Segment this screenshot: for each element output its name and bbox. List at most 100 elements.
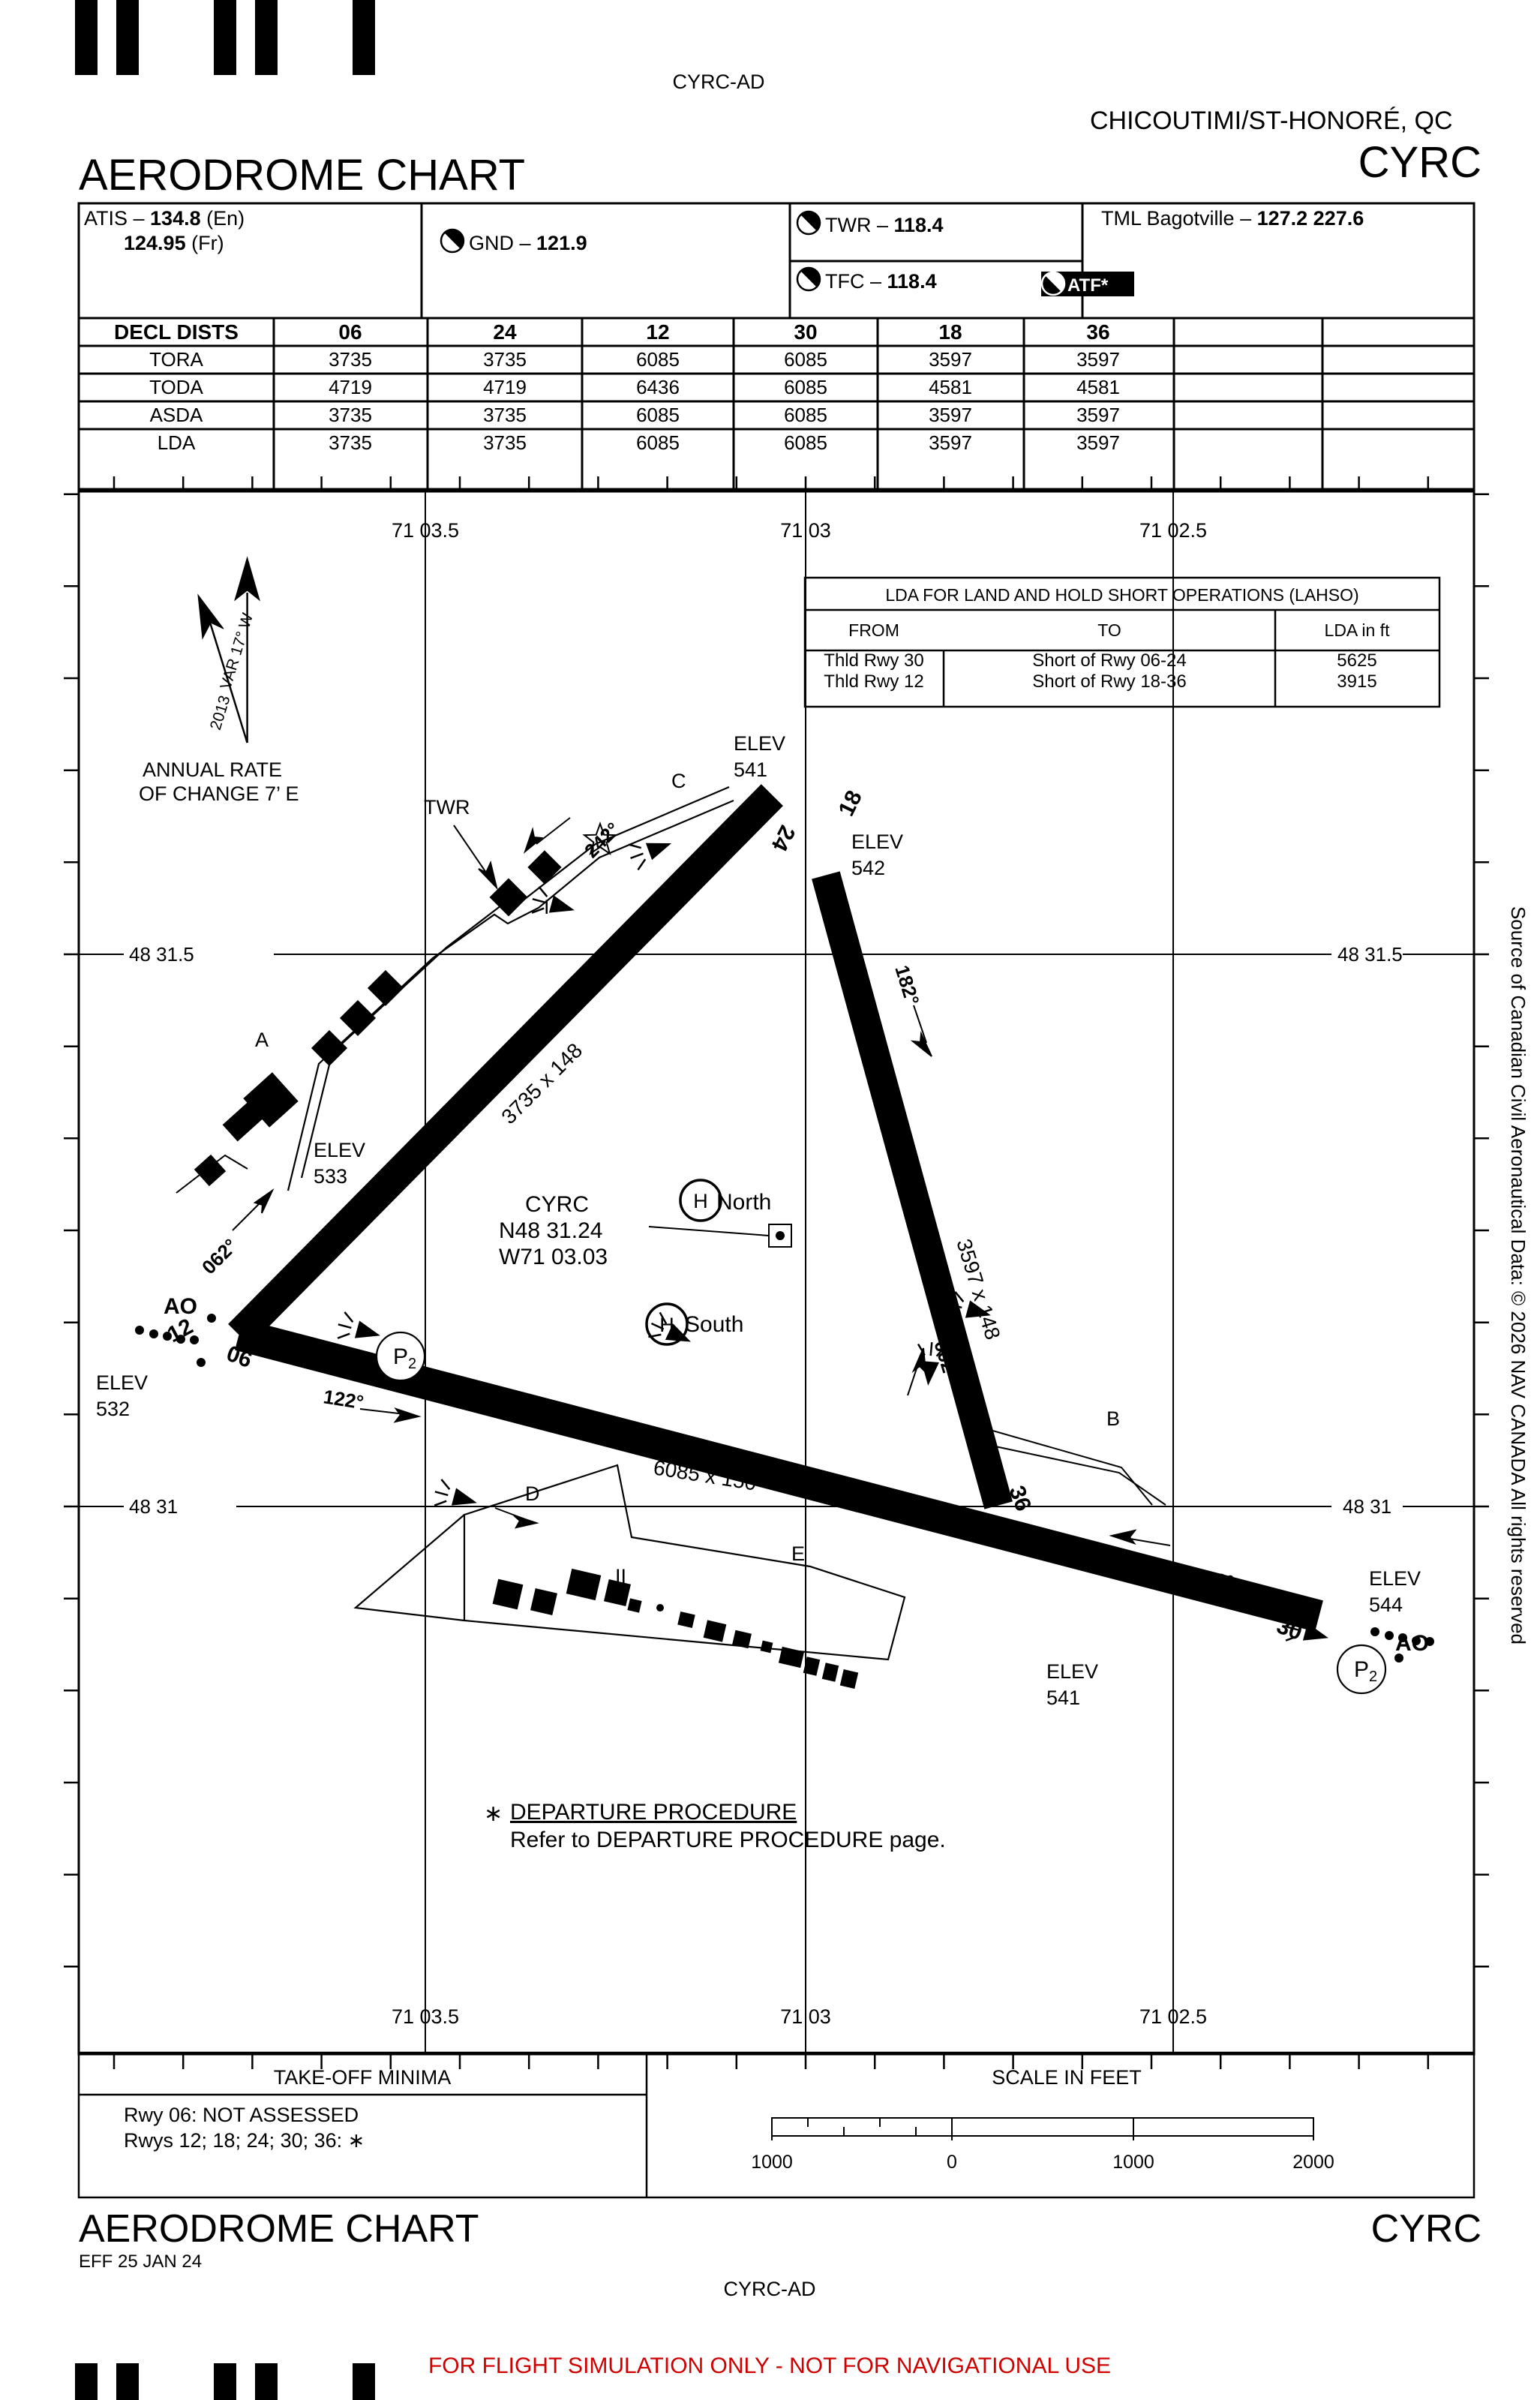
svg-text:CYRC: CYRC [525, 1192, 589, 1217]
svg-text:FROM: FROM [848, 620, 899, 640]
svg-text:Rwys 12; 18; 24; 30; 36: ∗: Rwys 12; 18; 24; 30; 36: ∗ [124, 2129, 365, 2152]
svg-text:4581: 4581 [929, 376, 972, 398]
svg-text:CYRC: CYRC [1358, 138, 1481, 187]
svg-text:3597: 3597 [929, 431, 972, 454]
svg-text:6085: 6085 [784, 376, 827, 398]
svg-text:541: 541 [734, 758, 767, 781]
svg-text:∗: ∗ [484, 1801, 503, 1826]
svg-text:ELEV: ELEV [1046, 1660, 1098, 1683]
svg-text:48 31.5: 48 31.5 [1337, 943, 1403, 966]
svg-text:LDA in ft: LDA in ft [1325, 620, 1391, 640]
svg-text:12: 12 [646, 320, 669, 344]
svg-text:LDA: LDA [158, 431, 196, 454]
svg-text:06: 06 [338, 320, 362, 344]
svg-text:6436: 6436 [636, 376, 680, 398]
svg-text:ATF*: ATF* [1067, 275, 1109, 296]
svg-text:ANNUAL RATE: ANNUAL RATE [143, 758, 282, 781]
svg-text:1000: 1000 [1112, 2152, 1154, 2173]
svg-text:3735: 3735 [483, 404, 527, 426]
svg-text:AO: AO [164, 1294, 197, 1319]
svg-text:EFF 25 JAN 24: EFF 25 JAN 24 [79, 2251, 202, 2272]
svg-text:TORA: TORA [149, 348, 203, 371]
svg-text:6085: 6085 [784, 404, 827, 426]
svg-text:30: 30 [794, 320, 817, 344]
svg-text:3597: 3597 [1076, 404, 1120, 426]
svg-text:3735: 3735 [483, 348, 527, 371]
svg-text:4719: 4719 [329, 376, 372, 398]
svg-text:6085: 6085 [636, 348, 680, 371]
svg-text:ELEV: ELEV [851, 831, 903, 853]
svg-text:36: 36 [1086, 320, 1109, 344]
svg-text:18: 18 [938, 320, 962, 344]
svg-text:TODA: TODA [149, 376, 203, 398]
svg-text:D: D [525, 1482, 540, 1505]
svg-text:3597: 3597 [929, 404, 972, 426]
svg-text:71 02.5: 71 02.5 [1139, 2005, 1207, 2028]
svg-text:ELEV: ELEV [96, 1371, 148, 1394]
svg-text:A: A [255, 1029, 269, 1051]
svg-text:Thld Rwy 12: Thld Rwy 12 [824, 671, 923, 692]
svg-text:DEPARTURE PROCEDURE: DEPARTURE PROCEDURE [510, 1800, 797, 1825]
svg-text:5625: 5625 [1337, 650, 1376, 671]
svg-text:I: I [544, 896, 550, 918]
svg-text:CYRC-AD: CYRC-AD [672, 71, 764, 93]
svg-text:6085: 6085 [784, 431, 827, 454]
svg-text:Thld Rwy 30: Thld Rwy 30 [824, 650, 923, 671]
svg-text:FOR FLIGHT SIMULATION ONLY - N: FOR FLIGHT SIMULATION ONLY - NOT FOR NAV… [428, 2353, 1111, 2378]
svg-text:B: B [1106, 1407, 1120, 1430]
svg-text:3597: 3597 [1076, 348, 1120, 371]
svg-text:Short of Rwy 18-36: Short of Rwy 18-36 [1032, 671, 1186, 692]
svg-text:CYRC-AD: CYRC-AD [723, 2278, 815, 2300]
svg-text:E: E [791, 1542, 805, 1565]
svg-text:2000: 2000 [1292, 2152, 1334, 2173]
svg-text:71 03.5: 71 03.5 [392, 2005, 459, 2028]
svg-text:71 03: 71 03 [780, 519, 831, 542]
svg-text:TWR – 118.4: TWR – 118.4 [825, 214, 944, 236]
svg-text:AERODROME CHART: AERODROME CHART [79, 151, 525, 200]
svg-text:3735: 3735 [329, 404, 372, 426]
svg-text:71 03.5: 71 03.5 [392, 519, 459, 542]
svg-text:3735: 3735 [329, 431, 372, 454]
svg-text:TML Bagotville – 127.2 227.6: TML Bagotville – 127.2 227.6 [1101, 207, 1364, 230]
svg-text:SCALE IN FEET: SCALE IN FEET [992, 2066, 1142, 2089]
svg-text:3735: 3735 [483, 431, 527, 454]
svg-text:II: II [615, 1565, 626, 1587]
svg-text:CHICOUTIMI/ST-HONORÉ, QC: CHICOUTIMI/ST-HONORÉ, QC [1090, 107, 1453, 135]
svg-text:4581: 4581 [1076, 376, 1120, 398]
svg-text:W71 03.03: W71 03.03 [499, 1245, 608, 1269]
svg-text:3915: 3915 [1337, 671, 1376, 692]
svg-text:542: 542 [851, 857, 885, 879]
svg-text:541: 541 [1046, 1687, 1080, 1709]
svg-text:ASDA: ASDA [150, 404, 203, 426]
svg-text:24: 24 [493, 320, 517, 344]
svg-text:6085: 6085 [636, 431, 680, 454]
svg-text:H: H [693, 1190, 708, 1212]
svg-text:71 02.5: 71 02.5 [1139, 519, 1207, 542]
svg-text:48 31: 48 31 [1343, 1495, 1391, 1518]
svg-text:0: 0 [947, 2152, 957, 2173]
svg-text:TO: TO [1097, 620, 1121, 640]
svg-text:4719: 4719 [483, 376, 527, 398]
svg-text:71 03: 71 03 [780, 2005, 831, 2028]
svg-text:Rwy 06: NOT ASSESSED: Rwy 06: NOT ASSESSED [124, 2104, 359, 2126]
svg-text:South: South [685, 1312, 743, 1337]
svg-text:C: C [671, 770, 686, 792]
svg-text:North: North [716, 1190, 771, 1215]
svg-text:CYRC: CYRC [1371, 2207, 1481, 2251]
svg-text:N48 31.24: N48 31.24 [499, 1218, 602, 1243]
svg-text:124.95 (Fr): 124.95 (Fr) [124, 232, 224, 254]
svg-text:Source of Canadian Civil Aeron: Source of Canadian Civil Aeronautical Da… [1507, 906, 1529, 1645]
svg-text:GND – 121.9: GND – 121.9 [469, 232, 587, 254]
svg-text:533: 533 [314, 1165, 347, 1188]
svg-text:DECL DISTS: DECL DISTS [114, 320, 239, 344]
svg-text:TAKE-OFF MINIMA: TAKE-OFF MINIMA [274, 2066, 452, 2089]
svg-text:544: 544 [1369, 1593, 1403, 1616]
svg-text:ATIS – 134.8 (En): ATIS – 134.8 (En) [84, 207, 245, 230]
svg-text:TWR: TWR [424, 796, 470, 819]
svg-text:ELEV: ELEV [734, 732, 785, 755]
svg-text:LDA FOR LAND AND HOLD SHORT OP: LDA FOR LAND AND HOLD SHORT OPERATIONS (… [885, 585, 1358, 605]
svg-text:532: 532 [96, 1398, 130, 1420]
svg-text:AERODROME CHART: AERODROME CHART [79, 2207, 479, 2251]
svg-text:3597: 3597 [929, 348, 972, 371]
svg-text:ELEV: ELEV [1369, 1567, 1421, 1590]
